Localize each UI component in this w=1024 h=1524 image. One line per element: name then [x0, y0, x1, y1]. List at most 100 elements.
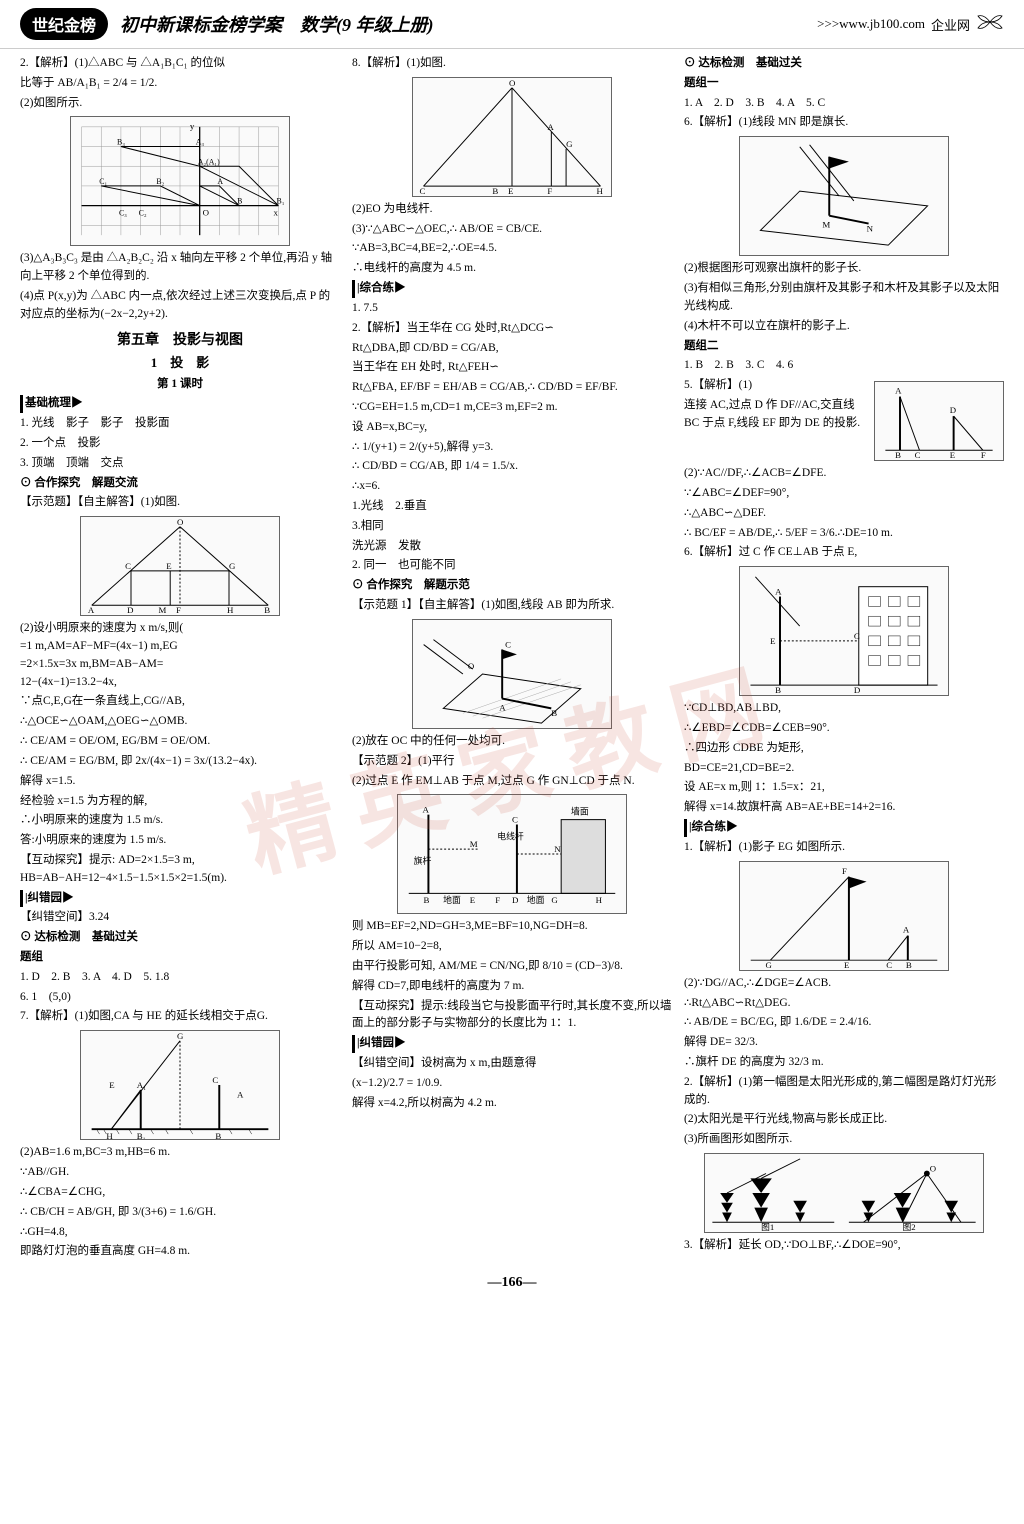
check-label: ⊙ 达标检测 基础过关 — [20, 929, 340, 947]
svg-text:F: F — [981, 450, 986, 460]
svg-text:B: B — [551, 708, 557, 718]
svg-text:C: C — [512, 815, 518, 825]
svg-text:C: C — [420, 186, 426, 196]
text: ∴电线杆的高度为 4.5 m. — [352, 260, 672, 278]
section-title: 1 投 影 — [20, 353, 340, 373]
text: 3. 顶端 顶端 交点 — [20, 455, 340, 473]
text: (3)有相似三角形,分别由旗杆及其影子和木杆及其影子以及太阳光线构成. — [684, 280, 1004, 316]
text: (2)设小明原来的速度为 x m/s,则( =1 m,AM=AF−MF=(4x−… — [20, 620, 340, 691]
text: ∵点C,E,G在一条直线上,CG//AB, — [20, 693, 340, 711]
text: 1. B 2. B 3. C 4. 6 — [684, 357, 1004, 375]
svg-text:E: E — [844, 960, 849, 970]
svg-text:E: E — [770, 636, 775, 646]
text: 连接 AC,过点 D 作 DF//AC,交直线 BC 于点 F,线段 EF 即为… — [684, 397, 870, 433]
header-title: 初中新课标金榜学案 数学(9 年级上册) — [120, 11, 817, 37]
svg-text:M: M — [470, 839, 478, 849]
projection-diagram: A D B C E F — [874, 381, 1004, 461]
text: (2)过点 E 作 EM⊥AB 于点 M,过点 G 作 GN⊥CD 于点 N. — [352, 773, 672, 791]
svg-text:图2: 图2 — [903, 1222, 916, 1232]
text: ∴ 1/(y+1) = 2/(y+5),解得 y=3. — [352, 439, 672, 457]
text: 解得 x=1.5. — [20, 773, 340, 791]
column-2: 8.【解析】(1)如图. O A G C B E F H (2)EO 为电线杆.… — [352, 55, 672, 1263]
svg-text:墙面: 墙面 — [571, 806, 589, 817]
basics-label: 基础梳理▶ — [20, 395, 340, 413]
error-label: |纠错园▶ — [20, 890, 340, 908]
grid-diagram: x y O B₃ A₃ C₁ B₂ A₂(A₁) A B C₂ C₃ B₁ — [70, 116, 290, 246]
text: 比等于 AB/A₁B₁ = 2/4 = 1/2. — [20, 75, 340, 93]
text: 6.【解析】过 C 作 CE⊥AB 于点 E, — [684, 544, 1004, 562]
main-content: 2.【解析】(1)△ABC 与 △A₁B₁C₁ 的位似 比等于 AB/A₁B₁ … — [0, 49, 1024, 1269]
svg-text:G: G — [229, 561, 236, 571]
text: 【示范题 2】(1)平行 — [352, 753, 672, 771]
text: 解得 DE= 32/3. — [684, 1034, 1004, 1052]
svg-text:M: M — [158, 605, 166, 615]
svg-text:F: F — [176, 605, 181, 615]
column-3: ⊙ 达标检测 基础过关 题组一 1. A 2. D 3. B 4. A 5. C… — [684, 55, 1004, 1263]
svg-text:x: x — [274, 208, 279, 218]
page-header: 世纪金榜 初中新课标金榜学案 数学(9 年级上册) >>>www.jb100.c… — [0, 0, 1024, 49]
svg-text:E: E — [508, 186, 513, 196]
group-label: 题组 — [20, 949, 340, 967]
text: ∴Rt△ABC∽Rt△DEG. — [684, 995, 1004, 1013]
text: 3.相同 — [352, 518, 672, 536]
svg-text:B: B — [215, 1131, 221, 1140]
svg-text:O: O — [930, 1164, 936, 1174]
svg-text:F: F — [547, 186, 552, 196]
triangle-diagram: O C E G A D M F H B — [80, 516, 280, 616]
svg-text:C: C — [915, 450, 921, 460]
text: 设 AB=x,BC=y, — [352, 419, 672, 437]
svg-text:C₂: C₂ — [139, 209, 147, 218]
svg-text:G: G — [177, 1031, 184, 1041]
svg-text:B₁: B₁ — [276, 197, 284, 206]
svg-text:E: E — [950, 450, 955, 460]
svg-text:H: H — [227, 605, 234, 615]
text: 1.光线 2.垂直 — [352, 498, 672, 516]
text: Rt△FBA, EF/BF = EH/AB = CG/AB,∴ CD/BD = … — [352, 379, 672, 397]
text: 6. 1 (5,0) — [20, 989, 340, 1007]
svg-text:D: D — [950, 405, 956, 415]
svg-text:D: D — [127, 605, 134, 615]
svg-text:A: A — [88, 605, 95, 615]
header-right: >>>www.jb100.com 企业网 — [817, 12, 1004, 36]
building-diagram: A E C B D — [739, 566, 949, 696]
text: (2)放在 OC 中的任何一处均可. — [352, 733, 672, 751]
explore-label: ⊙ 合作探究 解题示范 — [352, 577, 672, 595]
text: BD=CE=21,CD=BE=2. — [684, 760, 1004, 778]
text: (2)太阳光是平行光线,物高与影长成正比. — [684, 1111, 1004, 1129]
svg-text:A: A — [423, 805, 430, 815]
text: ∴ AB/DE = BC/EG, 即 1.6/DE = 2.4/16. — [684, 1014, 1004, 1032]
text: 1. D 2. B 3. A 4. D 5. 1.8 — [20, 969, 340, 987]
text: 解得 CD=7,即电线杆的高度为 7 m. — [352, 978, 672, 996]
text: 3.【解析】延长 OD,∵DO⊥BF,∴∠DOE=90°, — [684, 1237, 1004, 1255]
svg-text:H: H — [106, 1131, 113, 1140]
text: 解得 x=14.故旗杆高 AB=AE+BE=14+2=16. — [684, 799, 1004, 817]
text: (2)如图所示. — [20, 95, 340, 113]
svg-text:M: M — [822, 220, 830, 230]
svg-text:B₃: B₃ — [117, 138, 125, 147]
svg-text:O: O — [468, 661, 475, 671]
text: 所以 AM=10−2=8, — [352, 938, 672, 956]
text: 【示范题 1】【自主解答】(1)如图,线段 AB 即为所求. — [352, 597, 672, 615]
svg-text:A: A — [903, 924, 910, 934]
shadow-diagram: O C A B — [412, 619, 612, 729]
svg-text:N: N — [867, 224, 874, 234]
lamp-diagram: G E A₁ C A H B₁ B — [80, 1030, 280, 1140]
svg-text:B: B — [906, 960, 912, 970]
text: 则 MB=EF=2,ND=GH=3,ME=BF=10,NG=DH=8. — [352, 918, 672, 936]
svg-text:B: B — [237, 197, 242, 206]
text: ∴ CD/BD = CG/AB, 即 1/4 = 1.5/x. — [352, 458, 672, 476]
flag-shadow-diagram: F A G E C B — [739, 861, 949, 971]
text: 2.【解析】当王华在 CG 处时,Rt△DCG∽ — [352, 320, 672, 338]
text: (4)木杆不可以立在旗杆的影子上. — [684, 318, 1004, 336]
text: 【示范题】【自主解答】(1)如图. — [20, 494, 340, 512]
flag-plane-diagram: M N — [739, 136, 949, 256]
svg-text:A: A — [547, 122, 554, 132]
group1-label: 题组一 — [684, 75, 1004, 93]
column-1: 2.【解析】(1)△ABC 与 △A₁B₁C₁ 的位似 比等于 AB/A₁B₁ … — [20, 55, 340, 1263]
svg-text:C₃: C₃ — [119, 209, 127, 218]
text: 设 AE=x m,则 1：1.5=x：21, — [684, 779, 1004, 797]
svg-text:B: B — [775, 685, 781, 695]
text: ∴GH=4.8, — [20, 1224, 340, 1242]
text: 经检验 x=1.5 为方程的解, — [20, 793, 340, 811]
text: 2.【解析】(1)△ABC 与 △A₁B₁C₁ 的位似 — [20, 55, 340, 73]
